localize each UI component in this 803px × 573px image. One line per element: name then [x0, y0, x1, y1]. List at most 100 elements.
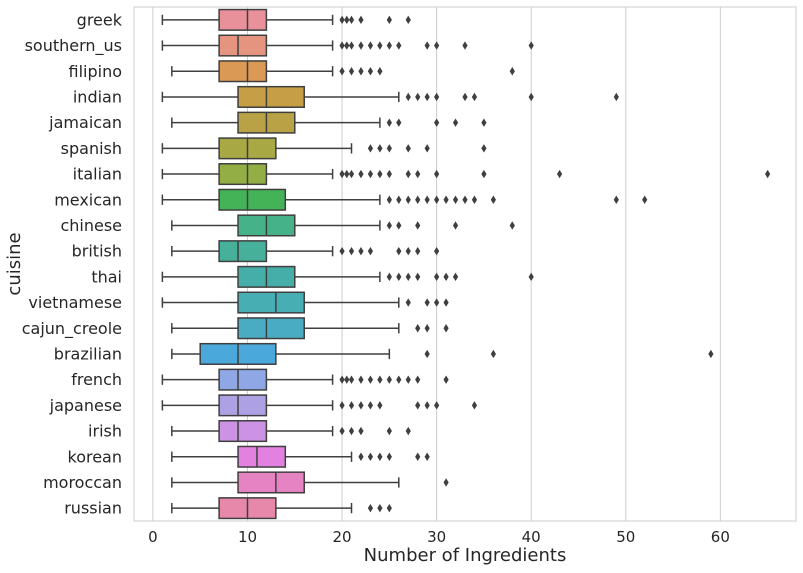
box-cajun_creole [171, 317, 449, 340]
outlier-point [367, 67, 374, 76]
outlier-point [367, 503, 374, 513]
outlier-point [339, 426, 345, 436]
outlier-point [358, 375, 364, 384]
outlier-point [358, 452, 364, 461]
outlier-point [415, 375, 421, 384]
outlier-point [377, 169, 383, 179]
y-tick-label: filipino [69, 62, 123, 81]
outlier-point [396, 221, 402, 230]
y-tick-label: vietnamese [28, 293, 122, 312]
y-tick-label: jamaican [48, 113, 122, 132]
outlier-point [509, 67, 515, 76]
outlier-point [348, 375, 355, 384]
iqr-box [218, 60, 268, 83]
outlier-point [462, 92, 468, 102]
outlier-point [613, 92, 619, 102]
outlier-point [424, 349, 430, 359]
outlier-point [396, 272, 402, 282]
outlier-point [377, 375, 383, 384]
outlier-point [358, 41, 364, 50]
outlier-point [481, 144, 487, 153]
outlier-point [358, 246, 364, 256]
outlier-point [358, 15, 364, 25]
outlier-point [344, 41, 350, 50]
y-tick-label: japanese [49, 396, 122, 415]
box-greek [161, 8, 411, 31]
outlier-point [415, 221, 421, 230]
outlier-point [377, 401, 383, 410]
outlier-point [344, 15, 350, 25]
y-tick-label: chinese [60, 216, 122, 235]
outlier-point [386, 169, 392, 179]
box-filipino [171, 60, 515, 83]
outlier-point [386, 452, 392, 461]
outlier-point [471, 401, 478, 410]
outlier-point [452, 118, 459, 127]
outlier-point [424, 144, 430, 153]
y-tick-label: russian [64, 499, 122, 518]
box-brazilian [171, 342, 714, 365]
outlier-point [339, 401, 345, 410]
outlier-point [642, 195, 648, 204]
outlier-point [377, 452, 383, 461]
outlier-point [528, 272, 534, 282]
outlier-point [462, 195, 468, 204]
y-tick-label: cajun_creole [22, 319, 122, 339]
box-jamaican [171, 111, 487, 134]
box-vietnamese [161, 291, 449, 314]
outlier-point [509, 221, 515, 230]
outlier-point [339, 41, 345, 50]
y-tick-labels: greek southern_us filipino indian jamaican sp… [22, 10, 123, 517]
outlier-point [708, 349, 714, 359]
outlier-point [443, 478, 449, 487]
outlier-point [556, 169, 563, 179]
iqr-box [218, 8, 268, 31]
y-tick-label: irish [88, 422, 122, 441]
iqr-box [237, 445, 287, 468]
outlier-point [348, 41, 355, 50]
outlier-point [471, 92, 478, 102]
outlier-point [396, 118, 402, 127]
outlier-point [424, 92, 430, 102]
outlier-point [434, 298, 440, 307]
outlier-point [405, 375, 411, 384]
outlier-point [377, 503, 383, 513]
x-tick-label: 60 [711, 528, 730, 546]
x-tick-labels: 0 10 20 30 40 50 60 [148, 528, 730, 546]
outlier-point [377, 144, 383, 153]
y-tick-label: moroccan [43, 473, 122, 492]
outlier-point [367, 144, 374, 153]
iqr-box [237, 85, 305, 108]
outlier-point [386, 41, 392, 50]
x-tick-label: 30 [427, 528, 446, 546]
x-tick-label: 40 [522, 528, 541, 546]
outlier-point [386, 15, 392, 25]
outlier-point [396, 195, 402, 204]
outlier-point [386, 195, 392, 204]
outlier-point [344, 169, 350, 179]
y-tick-label: korean [68, 447, 123, 466]
outlier-point [405, 246, 411, 256]
iqr-box [237, 471, 305, 494]
outlier-point [344, 375, 350, 384]
outlier-point [415, 401, 421, 410]
box-chinese [171, 214, 515, 237]
outlier-point [358, 169, 364, 179]
box-french [161, 368, 449, 391]
iqr-box [218, 34, 268, 57]
outlier-point [424, 195, 430, 204]
outlier-point [396, 41, 402, 50]
outlier-point [613, 195, 619, 204]
x-tick-label: 10 [238, 528, 257, 546]
outlier-point [348, 15, 355, 25]
outlier-point [490, 349, 496, 359]
y-tick-label: indian [73, 87, 122, 106]
box-moroccan [171, 471, 449, 494]
outlier-point [405, 15, 411, 25]
outlier-point [339, 169, 345, 179]
box-mexican [161, 188, 648, 211]
outlier-point [443, 195, 449, 204]
outlier-point [348, 401, 355, 410]
y-tick-label: french [71, 370, 122, 389]
